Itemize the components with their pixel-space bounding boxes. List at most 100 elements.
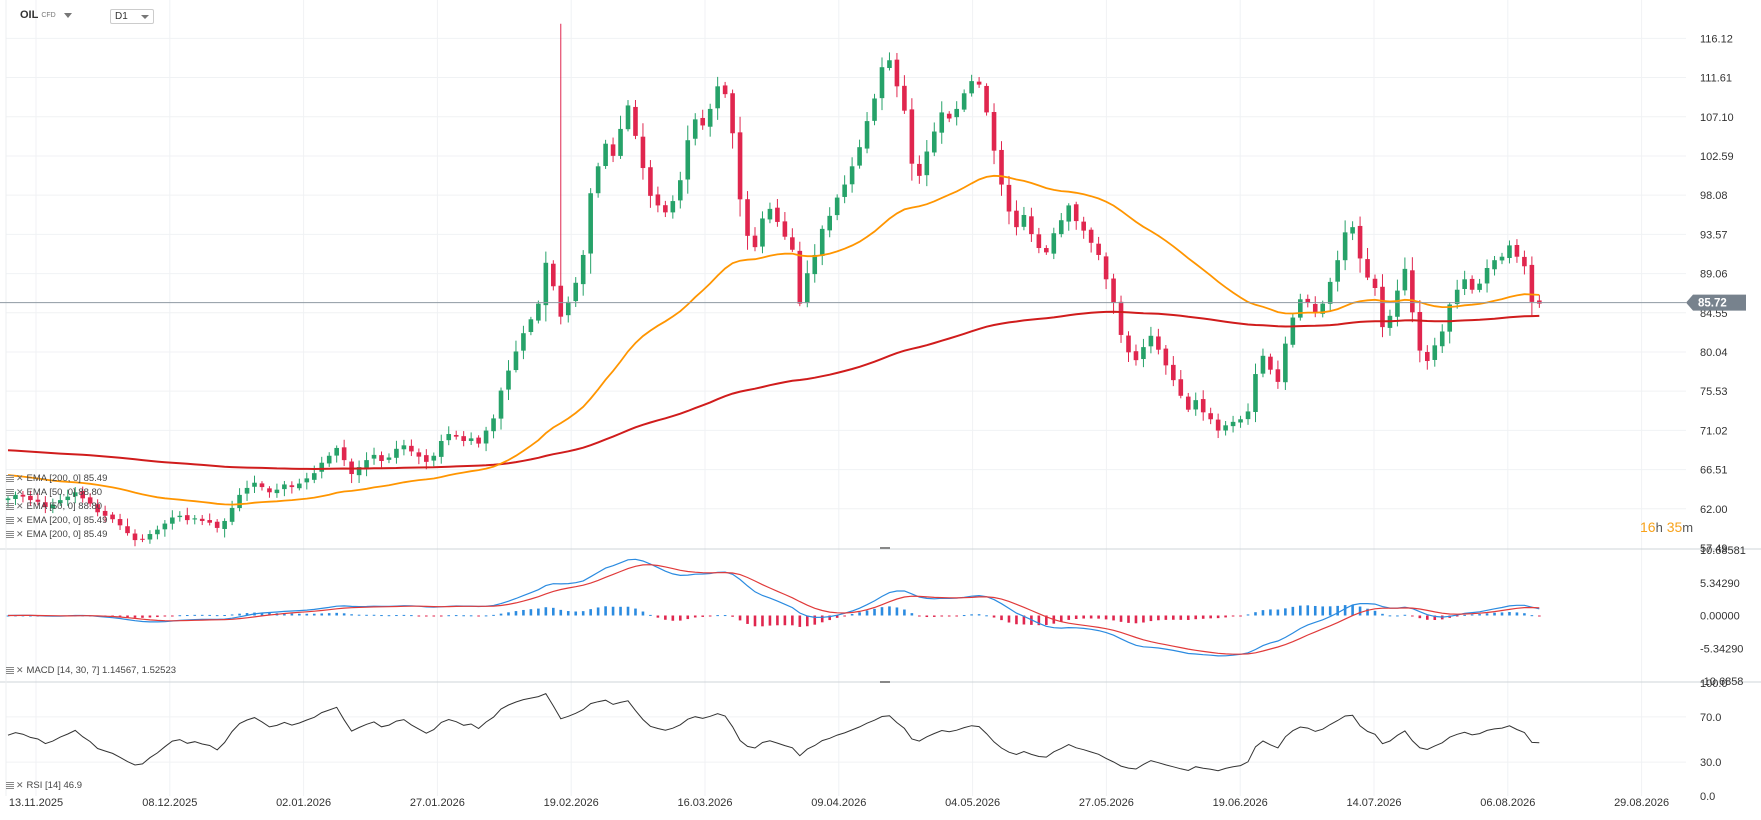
candle-body xyxy=(1537,300,1542,304)
candle-body xyxy=(536,303,541,321)
macd-histogram-bar xyxy=(746,615,749,624)
candle-body xyxy=(909,109,915,164)
candle-body xyxy=(1081,221,1086,231)
macd-histogram-bar xyxy=(962,615,966,617)
macd-histogram-bar xyxy=(619,606,622,616)
candle-body xyxy=(102,510,108,516)
macd-histogram-bar xyxy=(1455,615,1459,617)
candle-body xyxy=(476,437,481,444)
candle-body xyxy=(416,452,422,457)
legend-item[interactable]: ✕ EMA [50, 0] 88.80 xyxy=(6,487,102,498)
candle-body xyxy=(715,86,720,109)
macd-histogram-bar xyxy=(193,614,197,616)
candle-body xyxy=(1499,256,1505,261)
close-icon[interactable]: ✕ xyxy=(16,487,24,497)
candle-body xyxy=(1096,243,1101,255)
macd-histogram-bar xyxy=(1112,615,1115,621)
macd-histogram-bar xyxy=(1269,609,1272,616)
macd-histogram-bar xyxy=(835,615,839,618)
candle-body xyxy=(1118,301,1124,335)
pane-resize-handle[interactable] xyxy=(880,547,890,549)
x-tick-label: 19.02.2026 xyxy=(544,797,599,809)
legend-item[interactable]: ✕ EMA [50, 0] 88.80 xyxy=(6,501,102,512)
candle-body xyxy=(1245,411,1251,420)
macd-histogram-bar xyxy=(1366,608,1369,616)
candle-body xyxy=(43,502,48,508)
candle-body xyxy=(1156,336,1161,350)
candle-body xyxy=(341,447,347,461)
close-icon[interactable]: ✕ xyxy=(16,473,24,483)
macd-histogram-bar xyxy=(664,615,667,620)
candle-countdown: 16h 35m xyxy=(1640,519,1693,535)
macd-histogram-bar xyxy=(178,615,182,617)
macd-histogram-bar xyxy=(1508,612,1511,616)
candle-body xyxy=(192,518,198,520)
macd-histogram-bar xyxy=(1015,615,1018,625)
candle-body xyxy=(386,457,392,460)
macd-histogram-bar xyxy=(1082,615,1085,619)
close-icon[interactable]: ✕ xyxy=(16,515,24,525)
candle-body xyxy=(1066,205,1072,222)
candle-body xyxy=(1193,400,1199,410)
candle-body xyxy=(1223,425,1228,431)
candle-body xyxy=(1439,331,1445,347)
macd-histogram-bar xyxy=(477,615,480,617)
candle-body xyxy=(707,108,713,127)
pane-resize-handle[interactable] xyxy=(880,681,890,683)
macd-histogram-bar xyxy=(566,611,570,616)
candle-body xyxy=(946,113,952,119)
legend-item[interactable]: ✕ EMA [200, 0] 85.49 xyxy=(6,529,107,540)
macd-histogram-bar xyxy=(514,611,518,616)
close-icon[interactable]: ✕ xyxy=(16,529,24,539)
candle-body xyxy=(917,163,922,176)
candle-body xyxy=(1425,351,1430,362)
candle-body xyxy=(551,263,556,287)
candle-body xyxy=(573,282,579,302)
macd-histogram-bar xyxy=(372,614,376,616)
legend-item-macd[interactable]: ✕ MACD [14, 30, 7] 1.14567, 1.52523 xyxy=(6,665,176,676)
symbol-selector[interactable]: OIL CFD xyxy=(20,9,72,21)
macd-histogram-bar xyxy=(596,607,600,616)
macd-histogram-bar xyxy=(402,614,406,616)
y-tick-label: 116.12 xyxy=(1700,33,1733,45)
candle-body xyxy=(737,132,743,200)
candle-body xyxy=(1462,279,1467,289)
timeframe-selector[interactable]: D1 xyxy=(110,9,154,24)
macd-histogram-bar xyxy=(1149,615,1153,622)
candle-body xyxy=(1372,278,1378,288)
ema50-line xyxy=(7,174,1540,506)
macd-histogram-bar xyxy=(1284,608,1287,616)
macd-histogram-bar xyxy=(171,615,174,617)
candle-body xyxy=(446,434,452,441)
candle-body xyxy=(722,85,728,95)
candle-body xyxy=(1088,229,1094,243)
macd-histogram-bar xyxy=(395,615,398,617)
legend-item[interactable]: ✕ EMA [200, 0] 85.49 xyxy=(6,515,107,526)
macd-histogram-bar xyxy=(1119,615,1123,622)
close-icon[interactable]: ✕ xyxy=(16,501,24,511)
legend-label: EMA [50, 0] 88.80 xyxy=(26,487,103,498)
y-tick-label: 89.06 xyxy=(1700,269,1728,281)
candle-body xyxy=(633,106,638,136)
macd-histogram-bar xyxy=(1045,615,1048,625)
close-icon[interactable]: ✕ xyxy=(16,665,24,675)
grid-icon xyxy=(6,517,14,524)
candle-body xyxy=(745,199,750,236)
macd-histogram-bar xyxy=(529,609,533,616)
candle-body xyxy=(1163,348,1169,366)
macd-histogram-bar xyxy=(940,615,944,617)
candle-body xyxy=(864,121,870,149)
close-icon[interactable]: ✕ xyxy=(16,780,24,790)
candle-body xyxy=(730,93,735,134)
legend-item[interactable]: ✕ EMA [200, 0] 85.49 xyxy=(6,473,107,484)
macd-histogram-bar xyxy=(805,615,809,627)
macd-histogram-bar xyxy=(342,613,346,616)
macd-histogram-bar xyxy=(387,615,391,617)
candle-body xyxy=(184,515,190,521)
candle-body xyxy=(1432,345,1438,360)
candle-body xyxy=(65,496,71,501)
legend-item-rsi[interactable]: ✕ RSI [14] 46.9 xyxy=(6,780,82,791)
last-price-badge xyxy=(1686,294,1746,311)
grid-icon xyxy=(6,489,14,496)
